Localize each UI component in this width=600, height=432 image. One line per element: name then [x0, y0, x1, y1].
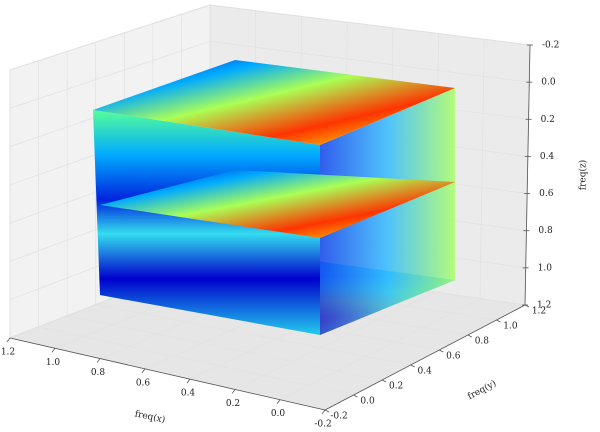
y-tick	[410, 364, 415, 368]
z-tick-label: 0.8	[538, 226, 553, 236]
x-tick-label: 1.0	[46, 358, 61, 368]
y-tick-label: 0.4	[418, 367, 433, 377]
x-tick-label: 1.2	[1, 348, 15, 358]
front-face	[93, 110, 320, 335]
x-tick	[186, 378, 191, 384]
x-tick-label: 0.4	[181, 389, 196, 399]
z-axis-line	[524, 44, 531, 306]
x-tick-label: 0.2	[226, 399, 240, 409]
x-tick-label: 0.0	[271, 409, 286, 419]
slices	[93, 60, 455, 335]
x-axis-line	[9, 337, 326, 411]
y-tick	[353, 394, 358, 398]
x-tick-label: -0.2	[314, 420, 331, 430]
grid-line	[234, 291, 436, 390]
y-tick-label: -0.2	[330, 412, 347, 422]
z-tick-label: 0.4	[540, 152, 555, 162]
x-tick-label: 0.8	[91, 368, 106, 378]
x-tick	[141, 368, 146, 374]
y-axis-line	[324, 304, 526, 411]
grid-line	[67, 315, 383, 381]
axes	[9, 44, 531, 411]
grid-line	[479, 39, 485, 299]
x-tick	[6, 337, 11, 343]
x-tick	[276, 399, 281, 404]
top-slice	[93, 60, 455, 145]
y-tick-label: 0.2	[389, 382, 403, 392]
x-tick	[51, 348, 56, 353]
y-tick	[381, 379, 387, 383]
x-tick	[96, 358, 101, 363]
z-tick-label: 1.2	[537, 301, 551, 311]
z-tick-label: 0.0	[541, 78, 556, 88]
grid-line	[38, 326, 354, 396]
grid-line	[9, 41, 211, 109]
x-tick-label: 0.6	[136, 378, 151, 388]
z-tick-label: -0.2	[542, 41, 559, 51]
y-tick	[496, 319, 501, 323]
y-tick-label: 0.0	[360, 397, 375, 407]
y-tick-label: 0.6	[446, 352, 461, 362]
right-face	[320, 88, 455, 335]
y-tick	[439, 349, 444, 353]
z-tick-label: 0.6	[539, 189, 554, 199]
x-tick	[231, 389, 236, 394]
z-tick-label: 1.0	[538, 263, 553, 273]
y-tick-label: 0.8	[475, 337, 490, 347]
y-tick-label: 1.0	[503, 322, 518, 332]
z-axis-label: freq(z)	[578, 160, 589, 191]
z-tick-label: 0.2	[541, 115, 555, 125]
y-tick	[324, 409, 330, 413]
y-axis-label: freq(y)	[466, 378, 498, 402]
x-axis-label: freq(x)	[134, 408, 166, 425]
grid-line	[9, 4, 211, 71]
x-tick	[321, 409, 326, 415]
grid-line	[95, 304, 411, 366]
grid-line	[209, 4, 531, 46]
grid-line	[279, 298, 481, 401]
y-tick-label: 1.2	[532, 307, 546, 317]
middle-slice	[100, 170, 455, 238]
grid-line	[209, 41, 530, 83]
y-tick	[467, 334, 473, 338]
